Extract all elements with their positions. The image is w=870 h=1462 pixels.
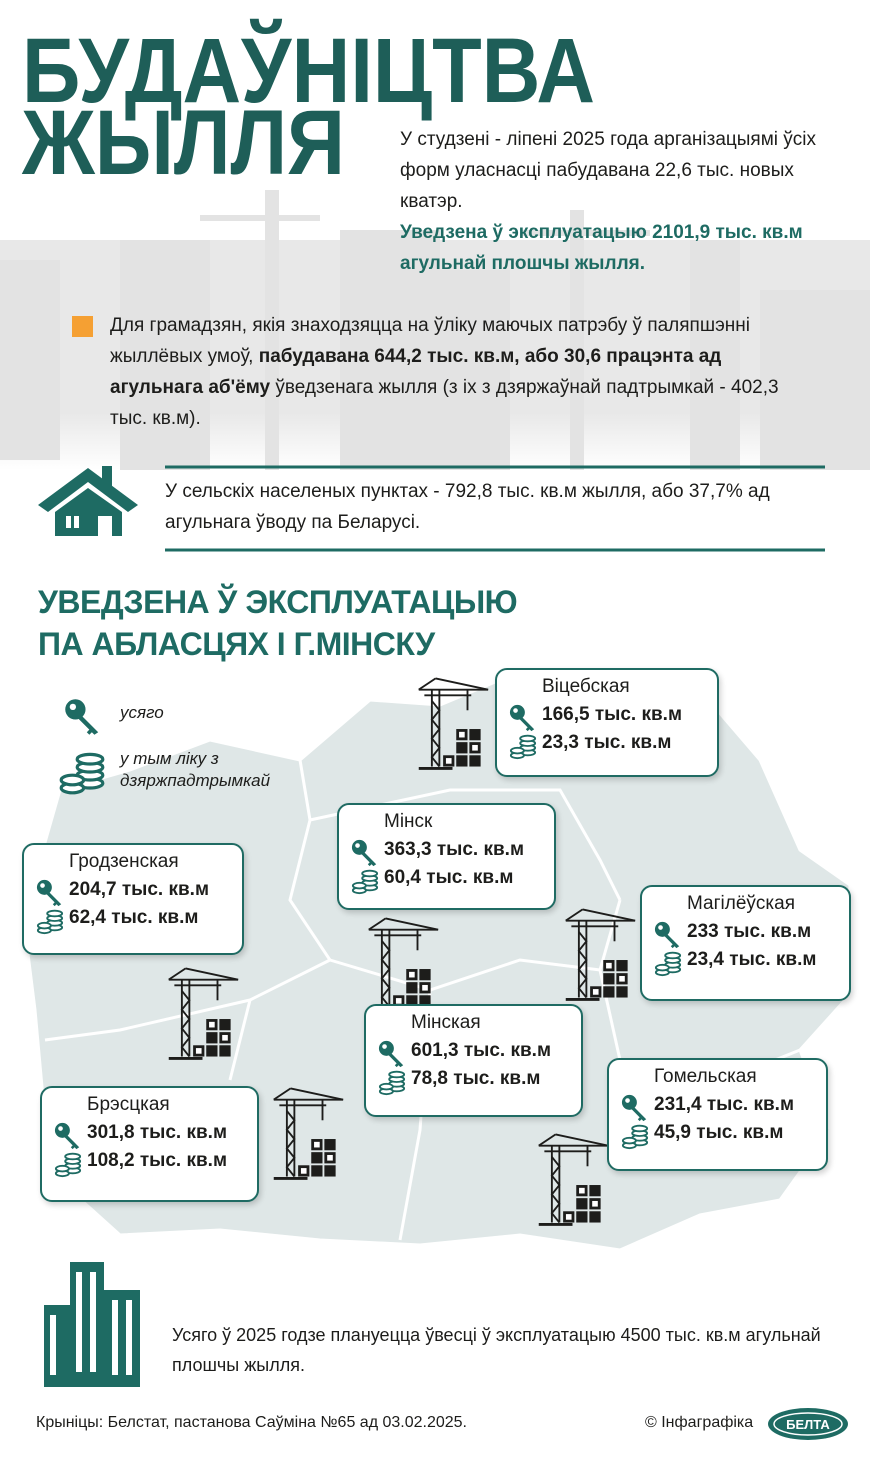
key-icon <box>351 839 377 867</box>
logo-text: БЕЛТА <box>786 1417 830 1432</box>
intro: У студзені - ліпені 2025 года арганізацы… <box>400 124 850 279</box>
region-total: 204,7 тыс. кв.м <box>69 879 210 900</box>
legend-support: у тым ліку з дзяржпадтрымкай <box>120 748 270 792</box>
text: ўведзенага жылля (з іх з дзяржаўнай падт… <box>110 377 779 429</box>
region-total: 233 тыс. кв.м <box>687 921 812 942</box>
section-title-line: УВЕДЗЕНА Ў ЭКСПЛУАТАЦЫЮ <box>38 584 518 620</box>
region-box: Віцебская 166,5 тыс. кв.м 23,3 тыс. кв.м <box>495 668 719 777</box>
region-box: Мінск 363,3 тыс. кв.м 60,4 тыс. кв.м <box>337 803 556 910</box>
region-support: 108,2 тыс. кв.м <box>87 1150 228 1171</box>
title-line: ЖЫЛЛЯ <box>21 92 345 194</box>
region-support: 78,8 тыс. кв.м <box>411 1068 541 1089</box>
intro-bold: Уведзена ў эксплуатацыю 2101,9 тыс. кв.м… <box>400 222 803 274</box>
citizens-text: Для грамадзян, якія знаходзяцца на ўліку… <box>110 310 810 434</box>
key-icon <box>36 879 62 907</box>
coins-icon <box>59 752 105 795</box>
credit: © Інфаграфіка <box>645 1414 754 1431</box>
coins-icon <box>351 869 379 895</box>
region-support: 23,3 тыс. кв.м <box>542 732 672 753</box>
coins-icon <box>654 951 682 977</box>
plan-text: Усяго ў 2025 годзе плануецца ўвесці ў эк… <box>172 1325 821 1375</box>
sources: Крыніцы: Белстат, пастанова Саўміна №65 … <box>36 1414 467 1431</box>
region-name: Гродзенская <box>69 851 179 872</box>
key-icon <box>54 1122 80 1150</box>
legend-line: у тым ліку з <box>120 749 219 768</box>
rural-text: У сельскіх населеных пунктах - 792,8 тыс… <box>165 481 770 533</box>
region-name: Магілёўская <box>687 893 795 914</box>
bullet <box>72 316 93 337</box>
region-total: 231,4 тыс. кв.м <box>654 1094 795 1115</box>
coins-icon <box>36 909 64 935</box>
logo <box>768 1408 848 1440</box>
text: Для грамадзян, якія знаходзяцца на ўліку… <box>110 315 750 367</box>
region-support: 62,4 тыс. кв.м <box>69 907 199 928</box>
region-box: Брэсцкая 301,8 тыс. кв.м 108,2 тыс. кв.м <box>40 1086 259 1202</box>
region-name: Гомельская <box>654 1066 757 1087</box>
key-icon <box>378 1040 404 1068</box>
region-box: Гомельская 231,4 тыс. кв.м 45,9 тыс. кв.м <box>607 1058 828 1171</box>
region-support: 60,4 тыс. кв.м <box>384 867 514 888</box>
title-line: БУДАЎНІЦТВА <box>22 18 595 122</box>
region-name: Мінск <box>384 811 433 832</box>
region-support: 45,9 тыс. кв.м <box>654 1122 784 1143</box>
region-name: Віцебская <box>542 676 630 697</box>
coins-icon <box>378 1070 406 1096</box>
region-total: 166,5 тыс. кв.м <box>542 704 683 725</box>
legend-total: усяго <box>120 703 164 722</box>
coins-icon <box>621 1124 649 1150</box>
coins-icon <box>54 1152 82 1178</box>
region-box: Магілёўская 233 тыс. кв.м 23,4 тыс. кв.м <box>640 885 851 1001</box>
house-icon <box>38 466 138 536</box>
region-box: Мінская 601,3 тыс. кв.м 78,8 тыс. кв.м <box>364 1004 583 1117</box>
section-title: УВЕДЗЕНА Ў ЭКСПЛУАТАЦЫЮ ПА АБЛАСЦЯХ І Г.… <box>38 581 518 665</box>
key-icon <box>509 704 535 732</box>
region-total: 301,8 тыс. кв.м <box>87 1122 228 1143</box>
section-title-line: ПА АБЛАСЦЯХ І Г.МІНСКУ <box>38 626 435 662</box>
region-support: 23,4 тыс. кв.м <box>687 949 817 970</box>
key-icon <box>621 1094 647 1122</box>
region-total: 601,3 тыс. кв.м <box>411 1040 552 1061</box>
region-name: Мінская <box>411 1012 481 1033</box>
buildings-icon <box>44 1262 140 1387</box>
key-icon <box>65 699 99 735</box>
text-bold: пабудавана 644,2 тыс. кв.м, або 30,6 пра… <box>110 346 722 398</box>
region-name: Брэсцкая <box>87 1094 170 1115</box>
legend-line: дзяржпадтрымкай <box>120 771 271 790</box>
region-box: Гродзенская 204,7 тыс. кв.м 62,4 тыс. кв.м <box>22 843 244 955</box>
key-icon <box>654 921 680 949</box>
region-total: 363,3 тыс. кв.м <box>384 839 525 860</box>
intro-text: У студзені - ліпені 2025 года арганізацы… <box>400 129 816 212</box>
coins-icon <box>509 734 537 760</box>
